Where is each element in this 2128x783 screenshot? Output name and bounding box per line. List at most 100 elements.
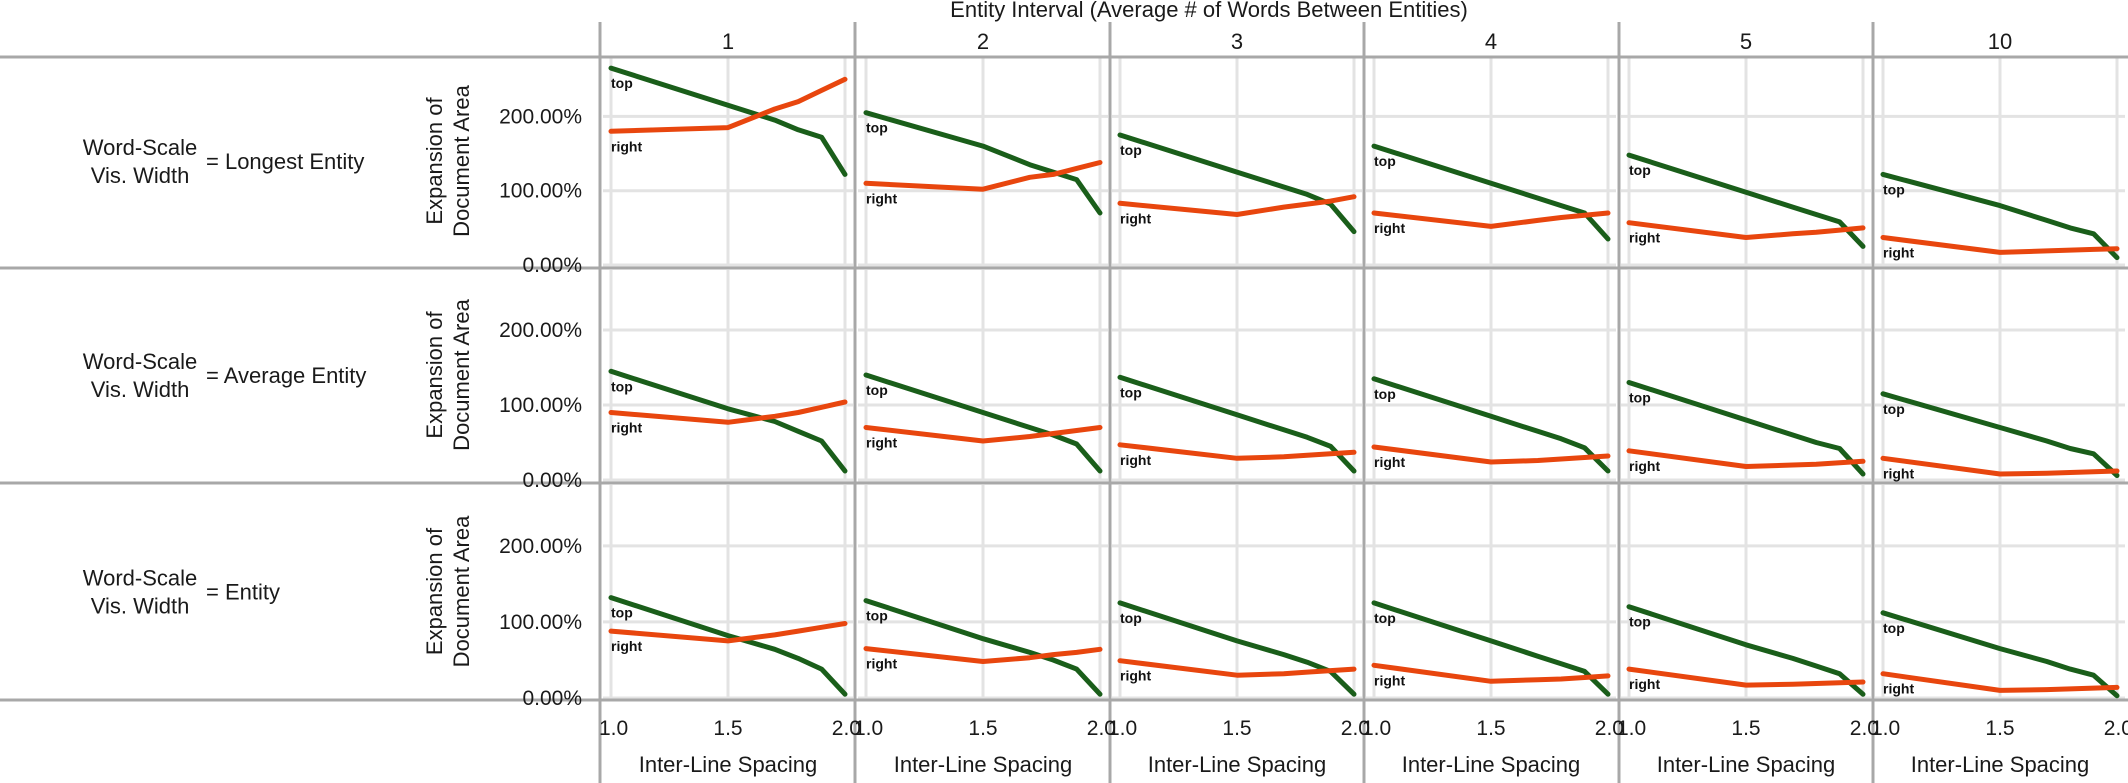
x-axis-title: Inter-Line Spacing	[639, 752, 818, 777]
row-label-line1: Word-Scale	[83, 135, 198, 160]
series-label-right: right	[866, 435, 897, 451]
y-axis-title-line2: Document Area	[449, 515, 474, 667]
row-label-value: = Entity	[206, 580, 280, 605]
series-label-right: right	[611, 138, 642, 154]
series-label-top: top	[1120, 610, 1142, 626]
series-line-top	[1117, 374, 1357, 474]
series-label-top: top	[1374, 610, 1396, 626]
y-tick-label: 100.00%	[499, 180, 582, 203]
series-line-top	[1626, 380, 1866, 477]
series-line-right	[1371, 210, 1611, 229]
series-label-top: top	[1629, 390, 1651, 406]
series-line-right	[1371, 662, 1611, 684]
series-line-top	[1626, 152, 1866, 249]
series-label-top: top	[611, 378, 633, 394]
series-label-top: top	[611, 605, 633, 621]
column-strip-label: 1	[722, 29, 734, 54]
y-tick-label: 200.00%	[499, 319, 582, 342]
series-line-right	[608, 399, 848, 425]
series-label-top: top	[1629, 614, 1651, 630]
y-tick-label: 0.00%	[522, 687, 582, 710]
row-label-line2: Vis. Width	[91, 377, 190, 402]
series-line-right	[1880, 235, 2120, 255]
series-line-top	[608, 65, 848, 177]
series-label-right: right	[1374, 454, 1405, 470]
x-tick-label: 1.5	[1731, 717, 1760, 740]
x-axis-title: Inter-Line Spacing	[1657, 752, 1836, 777]
x-tick-label: 2.0	[2104, 717, 2128, 740]
x-tick-label: 1.0	[854, 717, 883, 740]
series-label-top: top	[1883, 181, 1905, 197]
frame-layer	[0, 22, 2128, 783]
x-tick-label: 1.0	[1108, 717, 1137, 740]
series-label-top: top	[866, 608, 888, 624]
series-label-top: top	[1883, 401, 1905, 417]
column-strip-label: 10	[1988, 29, 2012, 54]
series-line-right	[1371, 444, 1611, 465]
column-strip-label: 5	[1740, 29, 1752, 54]
series-label-right: right	[1883, 681, 1914, 697]
y-tick-label: 100.00%	[499, 394, 582, 417]
x-tick-label: 2.0	[1850, 717, 1879, 740]
series-line-top	[863, 372, 1103, 474]
x-tick-label: 1.5	[713, 717, 742, 740]
series-label-top: top	[1120, 384, 1142, 400]
x-tick-label: 1.5	[1222, 717, 1251, 740]
series-label-top: top	[1629, 162, 1651, 178]
series-label-right: right	[611, 638, 642, 654]
x-tick-label: 1.0	[1617, 717, 1646, 740]
series-line-right	[1626, 448, 1866, 469]
chart-title: Entity Interval (Average # of Words Betw…	[950, 0, 1468, 22]
y-axis-title-line2: Document Area	[449, 298, 474, 450]
series-line-right	[863, 425, 1103, 444]
x-tick-label: 1.0	[1362, 717, 1391, 740]
y-axis-title-line1: Expansion of	[422, 527, 447, 655]
series-label-top: top	[1883, 620, 1905, 636]
x-axis-title: Inter-Line Spacing	[894, 752, 1073, 777]
series-label-right: right	[1629, 458, 1660, 474]
series-line-top	[1626, 604, 1866, 697]
series-label-right: right	[1883, 465, 1914, 481]
column-strip-label: 3	[1231, 29, 1243, 54]
series-line-top	[1117, 600, 1357, 697]
series-line-top	[1371, 376, 1611, 474]
series-line-right	[608, 76, 848, 134]
series-label-right: right	[1883, 245, 1914, 261]
series-line-top	[863, 110, 1103, 216]
series-line-right	[1117, 194, 1357, 217]
series-label-top: top	[611, 75, 633, 91]
series-label-right: right	[866, 190, 897, 206]
series-line-right	[1117, 442, 1357, 461]
series-label-right: right	[1374, 672, 1405, 688]
series-line-right	[863, 160, 1103, 192]
series-line-right	[1880, 671, 2120, 693]
series-line-right	[1880, 455, 2120, 477]
series-line-right	[608, 621, 848, 644]
series-line-top	[1880, 171, 2120, 261]
x-axis-title: Inter-Line Spacing	[1148, 752, 1327, 777]
x-tick-label: 2.0	[832, 717, 861, 740]
series-label-top: top	[1374, 153, 1396, 169]
x-tick-label: 2.0	[1595, 717, 1624, 740]
series-label-right: right	[1120, 452, 1151, 468]
series-label-right: right	[1120, 210, 1151, 226]
y-tick-label: 100.00%	[499, 611, 582, 634]
row-label-line2: Vis. Width	[91, 594, 190, 619]
column-strip-label: 2	[977, 29, 989, 54]
series-line-top	[1880, 391, 2120, 478]
y-tick-label: 200.00%	[499, 535, 582, 558]
series-label-top: top	[866, 120, 888, 136]
series-label-right: right	[1120, 668, 1151, 684]
series-label-right: right	[611, 420, 642, 436]
series-line-top	[1880, 610, 2120, 699]
series-label-top: top	[1374, 386, 1396, 402]
x-tick-label: 2.0	[1341, 717, 1370, 740]
y-axis-title-line2: Document Area	[449, 84, 474, 236]
x-tick-label: 1.5	[1476, 717, 1505, 740]
x-tick-label: 1.5	[1985, 717, 2014, 740]
x-tick-label: 2.0	[1087, 717, 1116, 740]
column-strip-label: 4	[1485, 29, 1497, 54]
text-layer: Entity Interval (Average # of Words Betw…	[83, 0, 2128, 777]
x-tick-label: 1.0	[599, 717, 628, 740]
x-axis-title: Inter-Line Spacing	[1402, 752, 1581, 777]
